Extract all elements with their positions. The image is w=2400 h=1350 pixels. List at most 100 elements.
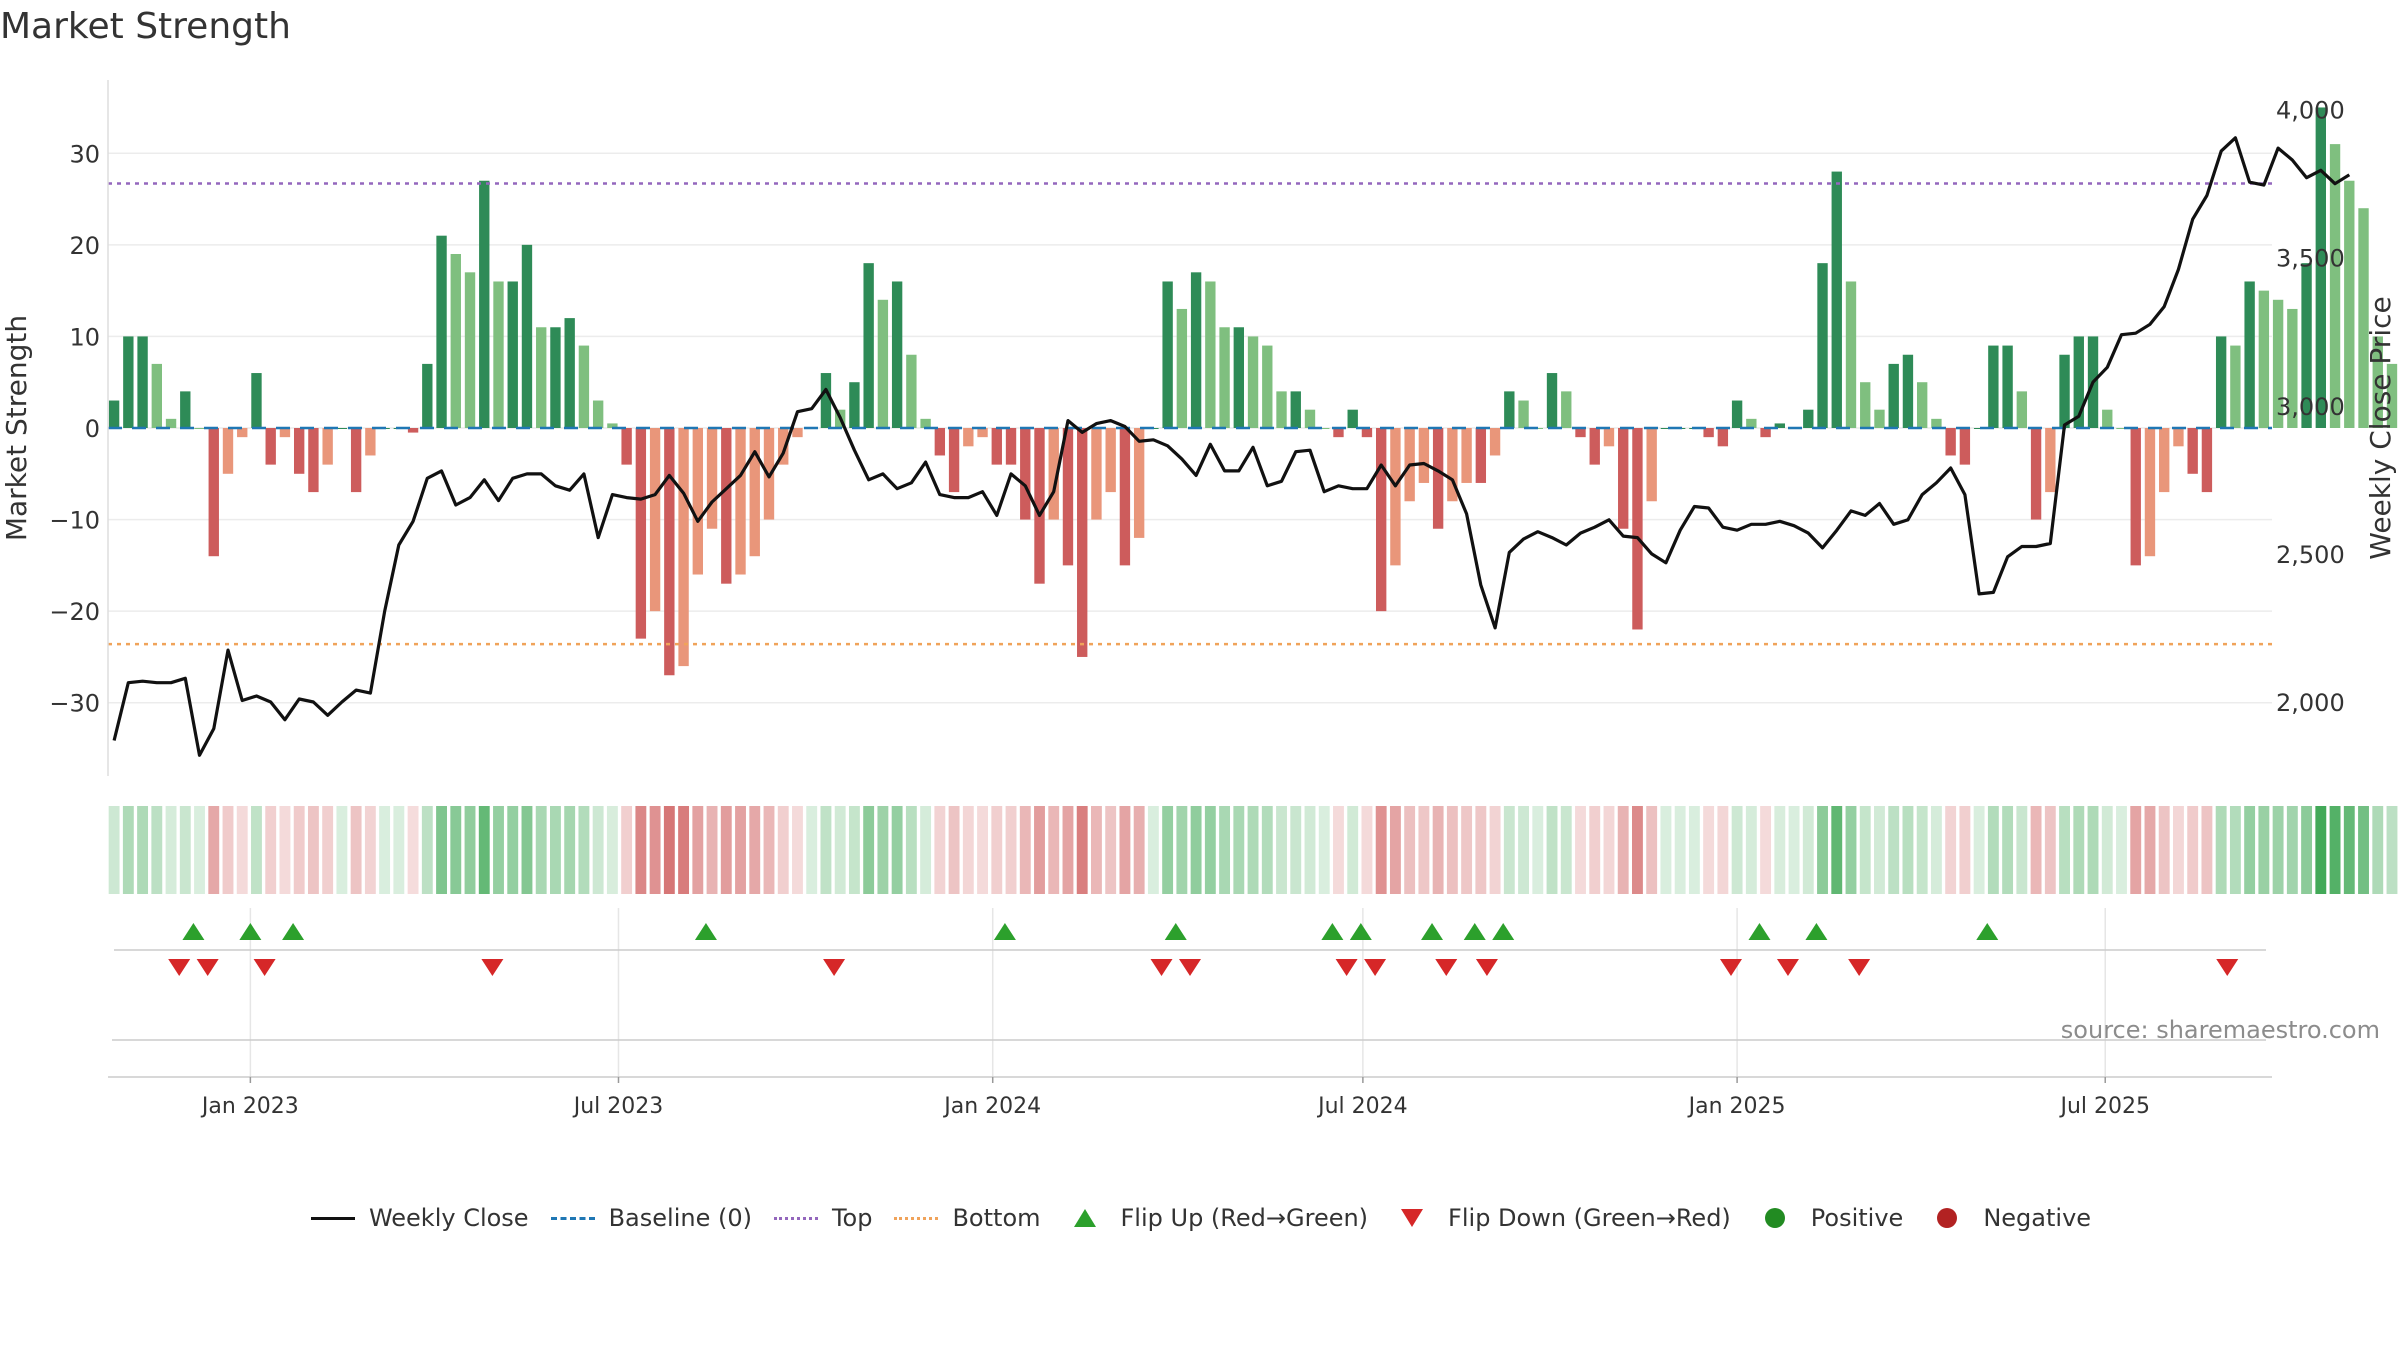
legend-item-flip-up: Flip Up (Red→Green) bbox=[1061, 1204, 1368, 1232]
heat-cell bbox=[1503, 806, 1515, 894]
strength-bar bbox=[678, 428, 689, 667]
heat-cell bbox=[1247, 806, 1259, 894]
flip-down-marker bbox=[1848, 959, 1871, 976]
strength-bar bbox=[237, 428, 248, 438]
heat-cell bbox=[1945, 806, 1957, 894]
x-tick-label: Jul 2024 bbox=[1316, 1094, 1408, 1119]
heat-cell bbox=[379, 806, 391, 894]
strength-bar bbox=[1646, 428, 1657, 502]
flip-down-marker bbox=[1179, 959, 1201, 976]
strength-bar bbox=[1290, 391, 1301, 428]
flip-up-marker bbox=[694, 923, 717, 940]
right-tick-label: 2,000 bbox=[2276, 689, 2345, 717]
heat-cell bbox=[991, 806, 1003, 894]
strength-bars bbox=[108, 107, 2398, 676]
threshold-lines bbox=[108, 182, 2272, 646]
strength-bar bbox=[721, 428, 732, 584]
strength-bar bbox=[208, 428, 219, 557]
heat-cell bbox=[2173, 806, 2184, 894]
strength-bar bbox=[2016, 391, 2028, 428]
strength-bar bbox=[2201, 428, 2213, 493]
legend-item-weekly-close: Weekly Close bbox=[309, 1204, 529, 1232]
heat-cell bbox=[905, 806, 917, 894]
heat-cell bbox=[2158, 806, 2170, 894]
heat-cell bbox=[2386, 806, 2398, 894]
heat-cell bbox=[2130, 806, 2142, 894]
heat-cell bbox=[649, 806, 661, 894]
heat-cell bbox=[350, 806, 362, 894]
left-tick-label: −10 bbox=[49, 507, 100, 535]
heat-cell bbox=[1802, 806, 1814, 894]
legend-item-negative: Negative bbox=[1923, 1204, 2091, 1232]
line-dashed-icon bbox=[550, 1216, 595, 1220]
line-solid-icon bbox=[310, 1216, 355, 1220]
heat-cell bbox=[1603, 806, 1615, 894]
heat-cell bbox=[1788, 806, 1800, 894]
strength-bar bbox=[1205, 281, 1216, 428]
flip-up-marker bbox=[182, 923, 205, 940]
heat-cell bbox=[108, 806, 120, 894]
flip-up-marker bbox=[1421, 923, 1444, 940]
heat-cell bbox=[592, 806, 604, 894]
heat-cell bbox=[920, 806, 932, 894]
heat-cell bbox=[635, 806, 647, 894]
strength-bar bbox=[1105, 428, 1116, 493]
legend-label: Flip Down (Green→Red) bbox=[1448, 1204, 1731, 1232]
strength-bar bbox=[891, 281, 903, 428]
heat-cell bbox=[464, 806, 476, 894]
heat-cell bbox=[1062, 806, 1074, 894]
right-tick-label: 3,500 bbox=[2276, 245, 2345, 273]
heat-cell bbox=[621, 806, 633, 894]
heat-cell bbox=[2343, 806, 2355, 894]
strength-bar bbox=[222, 428, 234, 474]
flip-up-marker bbox=[1492, 923, 1515, 940]
x-tick-label: Jul 2023 bbox=[572, 1094, 664, 1119]
flip-down-marker bbox=[1776, 959, 1799, 976]
strength-bar bbox=[1119, 428, 1131, 566]
heat-cell bbox=[2101, 806, 2113, 894]
strength-bar bbox=[1475, 428, 1487, 483]
heat-cell bbox=[293, 806, 305, 894]
heat-cell bbox=[1333, 806, 1344, 894]
heat-cell bbox=[179, 806, 191, 894]
heat-cell bbox=[165, 806, 177, 894]
heat-cell bbox=[2358, 806, 2369, 894]
strength-bar bbox=[1190, 272, 1202, 428]
flip-up-marker bbox=[993, 923, 1016, 940]
strength-bar bbox=[1817, 263, 1828, 428]
strength-bar bbox=[1233, 327, 1244, 428]
heat-cell bbox=[1318, 806, 1330, 894]
heat-cell bbox=[1646, 806, 1658, 894]
strength-bar bbox=[1447, 428, 1458, 502]
strength-bar bbox=[350, 428, 362, 493]
strength-bar bbox=[1034, 428, 1045, 584]
heat-cell bbox=[934, 806, 946, 894]
strength-bar bbox=[436, 235, 447, 428]
heat-cell bbox=[1617, 806, 1629, 894]
heat-cell bbox=[1532, 806, 1544, 894]
strength-bar bbox=[137, 336, 148, 428]
heat-cell bbox=[2215, 806, 2227, 894]
strength-bar bbox=[165, 418, 177, 428]
strength-bar bbox=[564, 318, 575, 428]
heat-cell bbox=[1133, 806, 1145, 894]
heat-cell bbox=[1632, 806, 1643, 894]
strength-bar bbox=[792, 428, 803, 438]
x-tick-label: Jul 2025 bbox=[2058, 1094, 2150, 1119]
strength-bar bbox=[422, 363, 433, 428]
strength-bar bbox=[1162, 281, 1173, 428]
strength-bar bbox=[479, 180, 490, 428]
strength-bar bbox=[1874, 409, 1885, 428]
strength-bar bbox=[735, 428, 746, 575]
flip-up-marker bbox=[1976, 923, 1999, 940]
flip-down-marker bbox=[196, 959, 219, 976]
heat-cell bbox=[208, 806, 220, 894]
strength-bar bbox=[1247, 336, 1259, 428]
strength-bar bbox=[1262, 345, 1273, 428]
heat-cell bbox=[820, 806, 832, 894]
heat-cell bbox=[2329, 806, 2341, 894]
legend-item-positive: Positive bbox=[1751, 1204, 1903, 1232]
strength-bar bbox=[1717, 428, 1729, 447]
heat-cell bbox=[1461, 806, 1473, 894]
strength-bar bbox=[621, 428, 632, 465]
